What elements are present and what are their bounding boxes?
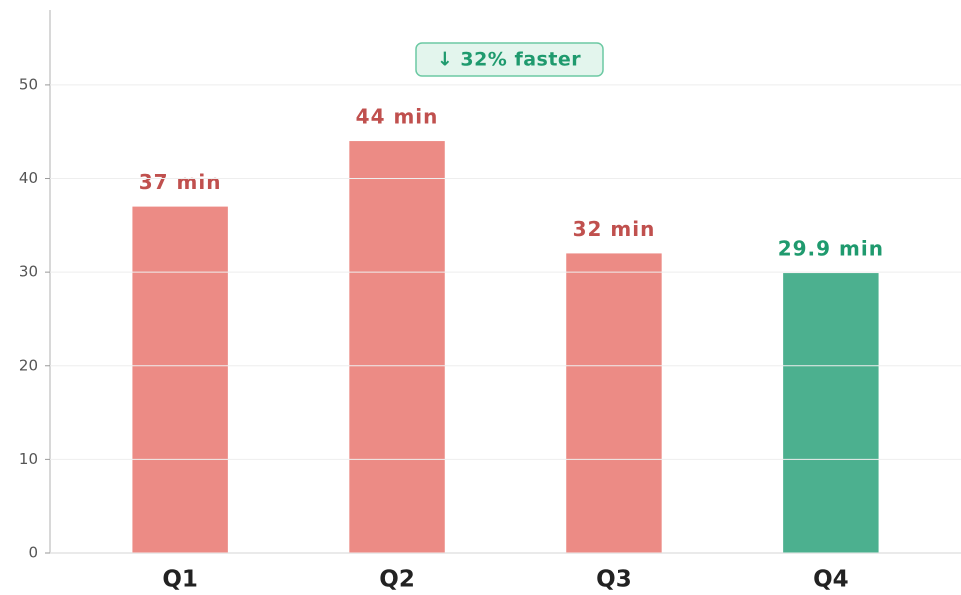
x-tick-label: Q3 (596, 567, 632, 593)
annotation: ↓ 32% faster (437, 49, 581, 71)
x-tick-label: Q1 (162, 567, 198, 593)
x-tick-label: Q2 (379, 567, 415, 593)
y-tick-label: 40 (19, 169, 38, 187)
value-label: 44 min (356, 105, 439, 129)
value-label: 32 min (573, 217, 656, 241)
bar (783, 273, 879, 553)
y-tick-label: 50 (19, 75, 38, 93)
value-label: 37 min (139, 170, 222, 194)
bar (132, 206, 228, 553)
y-tick-label: 20 (19, 356, 38, 374)
annotation-box (415, 42, 604, 77)
y-tick-label: 10 (19, 450, 38, 468)
x-tick-label: Q4 (813, 567, 849, 593)
bar (566, 253, 662, 553)
value-label: 29.9 min (778, 237, 884, 261)
y-tick-label: 0 (28, 544, 38, 562)
y-tick-label: 30 (19, 263, 38, 281)
bar (349, 141, 445, 553)
